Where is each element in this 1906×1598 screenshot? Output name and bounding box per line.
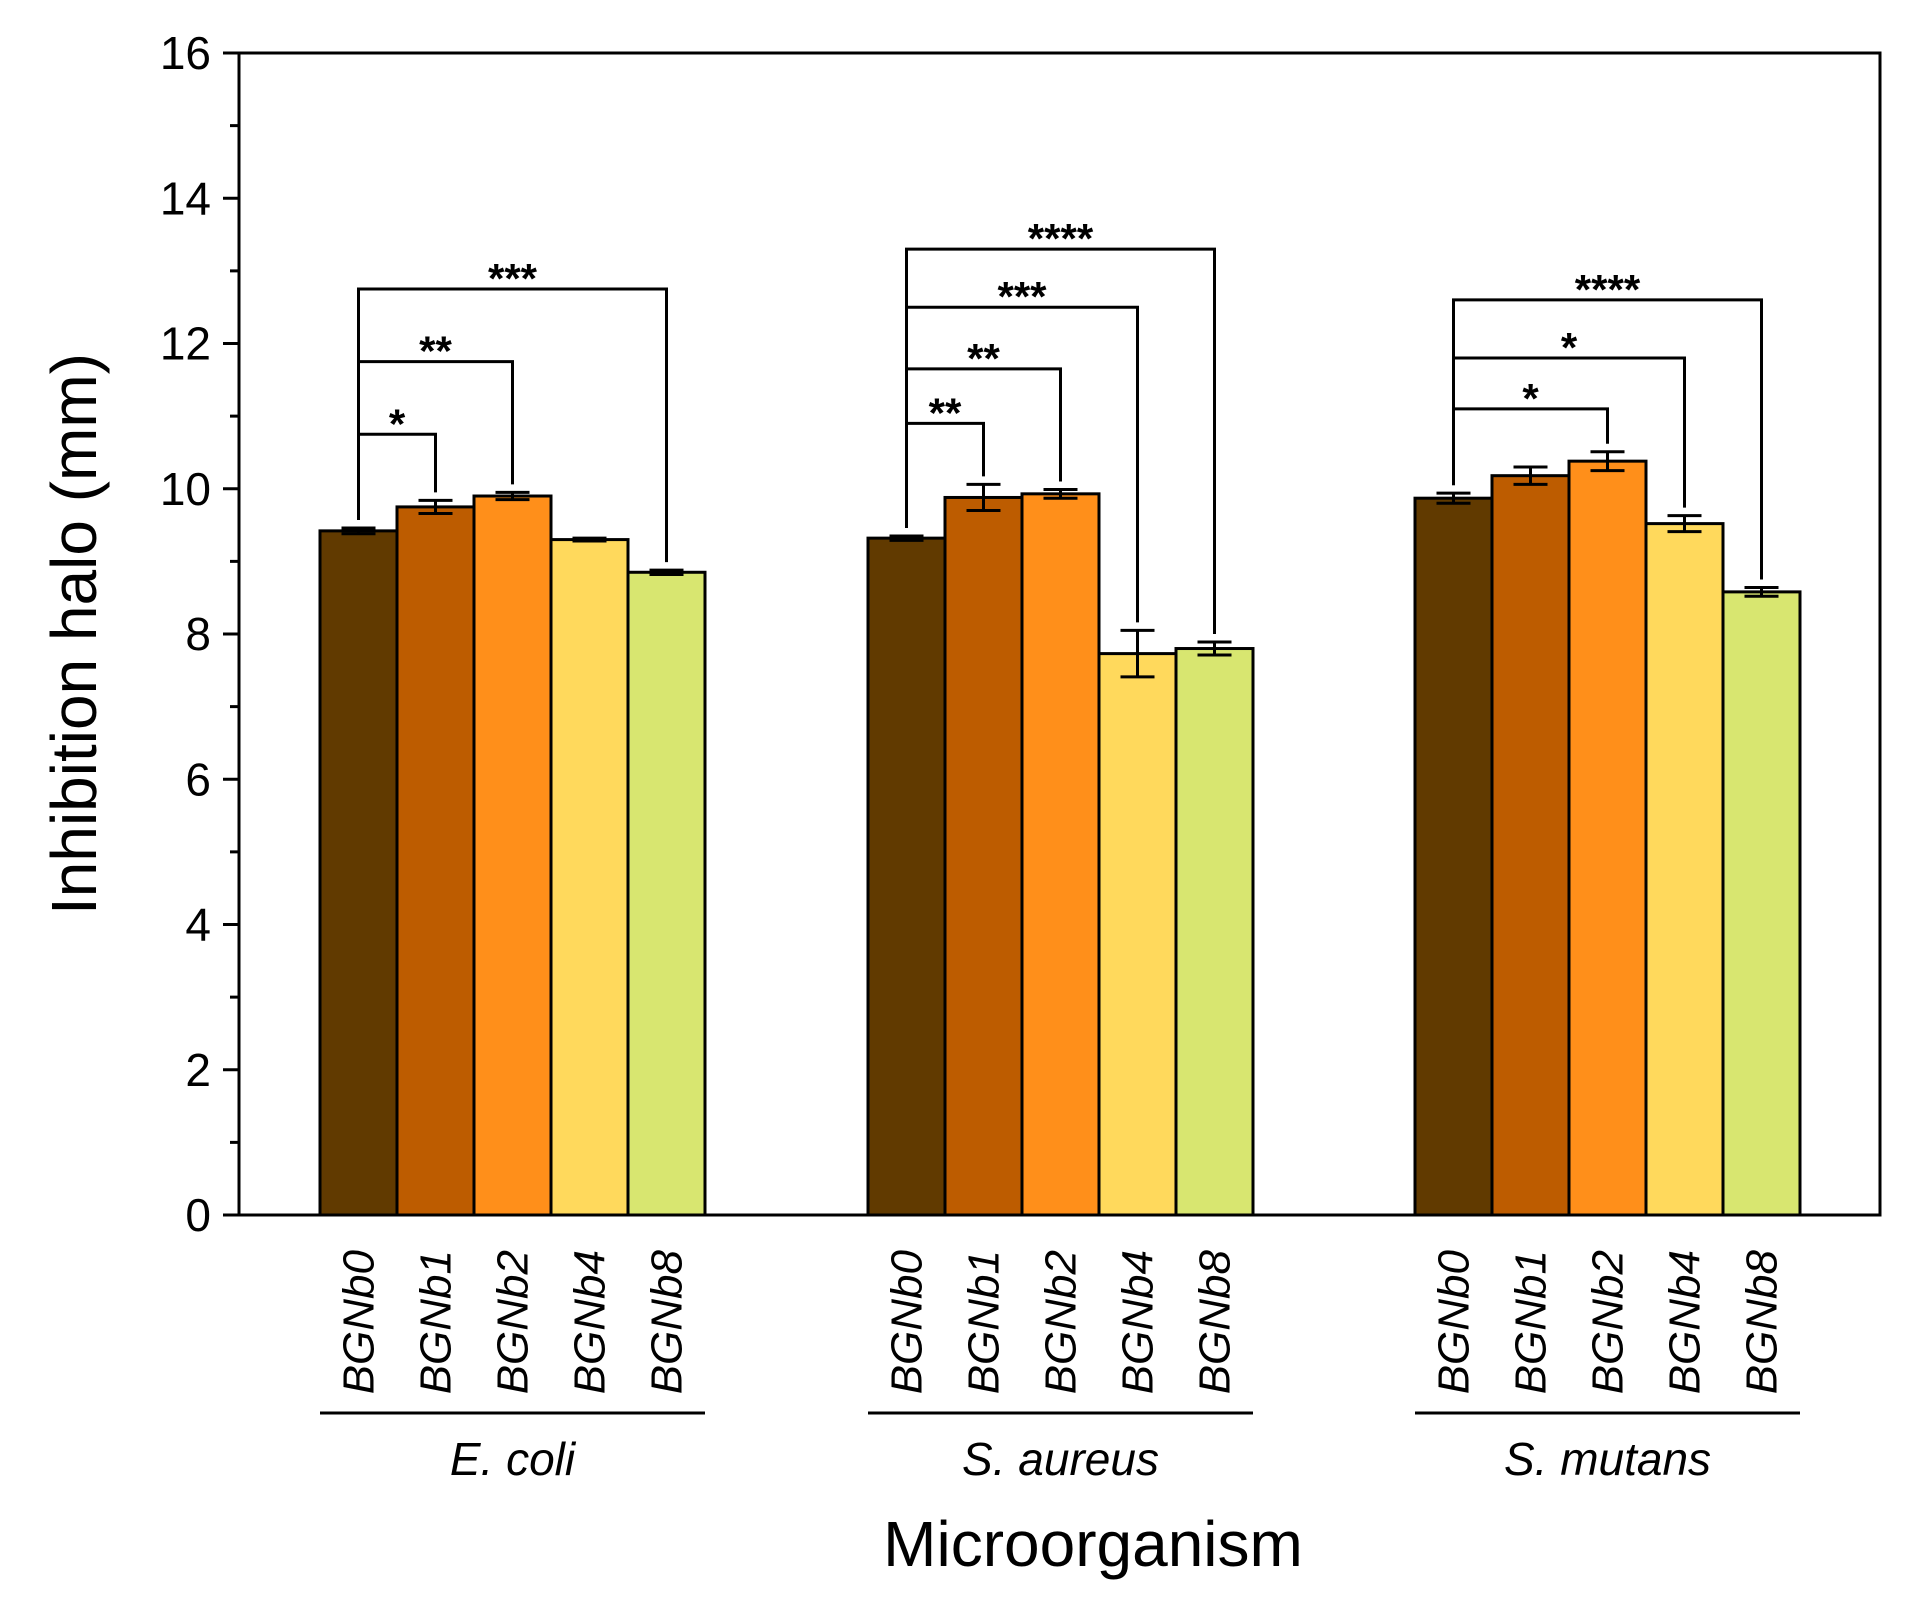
group-label-s-mutans: S. mutans: [1504, 1433, 1711, 1485]
error-bar-s-aureus-bgnb4: [1120, 628, 1155, 679]
group-label-s-aureus: S. aureus: [962, 1433, 1159, 1485]
category-label-s-aureus-bgnb1: BGNb1: [960, 1250, 1009, 1394]
category-label-s-mutans-bgnb0: BGNb0: [1430, 1249, 1479, 1394]
category-label-e-coli-bgnb0: BGNb0: [335, 1249, 384, 1394]
error-bar-s-aureus-bgnb8: [1197, 640, 1232, 657]
bar-e-coli-bgnb1: [395, 505, 476, 1217]
error-bar-s-mutans-bgnb0: [1436, 491, 1471, 505]
error-bar-e-coli-bgnb8: [649, 568, 684, 576]
bar-s-mutans-bgnb4: [1644, 522, 1725, 1217]
error-bar-s-mutans-bgnb8: [1744, 586, 1779, 598]
category-label-e-coli-bgnb8: BGNb8: [643, 1249, 692, 1394]
significance-label: ***: [488, 255, 538, 302]
y-tick-label: 10: [160, 463, 211, 515]
bar-s-aureus-bgnb4: [1097, 652, 1178, 1217]
error-bar-s-aureus-bgnb0: [889, 534, 924, 542]
category-label-e-coli-bgnb1: BGNb1: [412, 1250, 461, 1394]
category-label-e-coli-bgnb4: BGNb4: [566, 1250, 615, 1394]
significance-label: **: [419, 328, 452, 375]
significance-label: ****: [1028, 215, 1094, 262]
category-label-s-aureus-bgnb2: BGNb2: [1037, 1250, 1086, 1394]
bar-s-mutans-bgnb8: [1721, 590, 1802, 1217]
significance-bracket-s-aureus-1: **: [905, 389, 985, 528]
category-label-s-aureus-bgnb8: BGNb8: [1191, 1249, 1240, 1394]
y-axis-title: Inhibition halo (mm): [38, 353, 110, 915]
category-label-e-coli-bgnb2: BGNb2: [489, 1250, 538, 1394]
category-label-s-mutans-bgnb8: BGNb8: [1738, 1249, 1787, 1394]
significance-label: *: [389, 400, 406, 447]
significance-label: ****: [1575, 266, 1641, 313]
y-tick-label: 16: [160, 27, 211, 79]
category-label-s-mutans-bgnb4: BGNb4: [1661, 1250, 1710, 1394]
error-bar-s-aureus-bgnb2: [1043, 487, 1078, 500]
significance-bracket-line: [357, 287, 668, 563]
bar-s-mutans-bgnb1: [1490, 474, 1571, 1217]
bar-e-coli-bgnb2: [472, 494, 553, 1217]
significance-bracket-e-coli-1: *: [357, 400, 437, 520]
error-bar-e-coli-bgnb0: [341, 526, 376, 536]
error-bar-s-mutans-bgnb2: [1590, 450, 1625, 473]
significance-label: **: [967, 335, 1000, 382]
significance-layer: ***********************: [357, 215, 1763, 634]
error-bar-s-mutans-bgnb1: [1513, 465, 1548, 486]
significance-label: *: [1561, 324, 1578, 371]
y-tick-label: 0: [185, 1189, 211, 1241]
category-label-s-mutans-bgnb2: BGNb2: [1584, 1250, 1633, 1394]
error-bar-e-coli-bgnb2: [495, 490, 530, 502]
bar-s-mutans-bgnb0: [1413, 496, 1494, 1217]
bar-s-aureus-bgnb2: [1020, 492, 1101, 1217]
y-tick-label: 14: [160, 172, 211, 224]
bar-s-aureus-bgnb0: [866, 536, 947, 1217]
bar-e-coli-bgnb4: [549, 538, 630, 1217]
category-label-s-aureus-bgnb4: BGNb4: [1114, 1250, 1163, 1394]
significance-label: *: [1522, 375, 1539, 422]
y-tick-label: 12: [160, 318, 211, 370]
axes-layer: 0 2 4 6 8 10 12 14 16: [160, 27, 1882, 1241]
bar-e-coli-bgnb8: [626, 570, 707, 1217]
error-bar-e-coli-bgnb4: [572, 536, 607, 543]
y-tick-label: 6: [185, 753, 211, 805]
category-label-s-mutans-bgnb1: BGNb1: [1507, 1250, 1556, 1394]
y-tick-label: 2: [185, 1044, 211, 1096]
error-bar-e-coli-bgnb1: [418, 498, 453, 515]
significance-bracket-line: [905, 247, 1216, 634]
significance-bracket-s-mutans-3: ****: [1452, 266, 1763, 580]
labels-layer: BGNb0 BGNb1 BGNb2 BGNb4 BGNb8 E. coli BGNb0 BGN…: [38, 353, 1800, 1580]
bar-e-coli-bgnb0: [318, 529, 399, 1217]
significance-label: ***: [997, 273, 1047, 320]
significance-bracket-line: [1452, 298, 1763, 580]
y-tick-label: 8: [185, 608, 211, 660]
error-bars-layer: [341, 450, 1779, 679]
bars-layer: [318, 459, 1802, 1217]
significance-bracket-s-aureus-4: ****: [905, 215, 1216, 634]
category-label-s-aureus-bgnb0: BGNb0: [883, 1249, 932, 1394]
group-label-e-coli: E. coli: [450, 1433, 577, 1485]
bar-s-mutans-bgnb2: [1567, 459, 1648, 1217]
y-tick-label: 4: [185, 899, 211, 951]
bar-s-aureus-bgnb1: [943, 495, 1024, 1217]
significance-label: **: [929, 389, 962, 436]
error-bar-s-aureus-bgnb1: [966, 482, 1001, 513]
error-bar-s-mutans-bgnb4: [1667, 514, 1702, 534]
bar-s-aureus-bgnb8: [1174, 647, 1255, 1217]
x-axis-title: Microorganism: [883, 1508, 1303, 1580]
significance-bracket-e-coli-3: ***: [357, 255, 668, 563]
